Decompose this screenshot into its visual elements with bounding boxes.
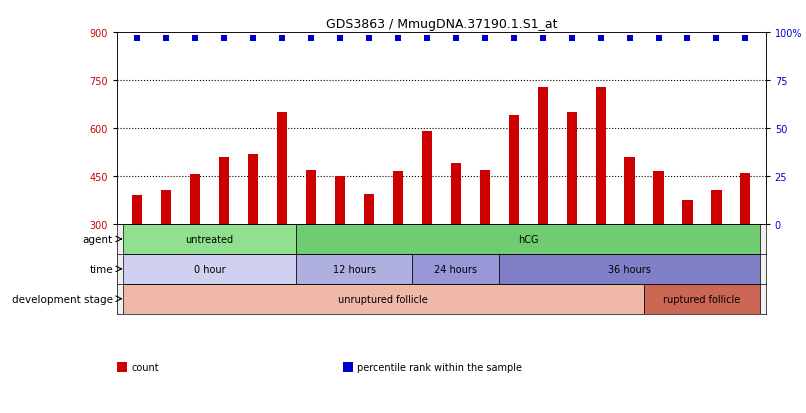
- Bar: [393, 172, 403, 225]
- Bar: [596, 87, 605, 225]
- Bar: [219, 157, 229, 225]
- Bar: [499, 254, 760, 284]
- Text: percentile rank within the sample: percentile rank within the sample: [357, 363, 522, 373]
- Bar: [644, 284, 760, 314]
- Bar: [248, 154, 258, 225]
- Bar: [305, 170, 316, 225]
- Bar: [334, 177, 345, 225]
- Text: 36 hours: 36 hours: [608, 264, 651, 274]
- Text: development stage: development stage: [12, 294, 113, 304]
- Text: time: time: [89, 264, 113, 274]
- Text: 0 hour: 0 hour: [193, 264, 226, 274]
- Bar: [123, 284, 644, 314]
- Bar: [509, 116, 519, 225]
- Bar: [625, 157, 634, 225]
- Text: untreated: untreated: [185, 235, 234, 244]
- Text: agent: agent: [83, 235, 113, 244]
- Bar: [364, 194, 374, 225]
- Bar: [741, 173, 750, 225]
- Bar: [132, 196, 142, 225]
- Bar: [712, 191, 721, 225]
- Bar: [190, 175, 200, 225]
- Bar: [451, 164, 461, 225]
- Bar: [480, 170, 490, 225]
- Bar: [683, 201, 692, 225]
- Text: ruptured follicle: ruptured follicle: [663, 294, 741, 304]
- Text: hCG: hCG: [518, 235, 538, 244]
- Bar: [297, 254, 413, 284]
- Title: GDS3863 / MmugDNA.37190.1.S1_at: GDS3863 / MmugDNA.37190.1.S1_at: [326, 17, 557, 31]
- Text: 24 hours: 24 hours: [434, 264, 477, 274]
- Text: unruptured follicle: unruptured follicle: [339, 294, 428, 304]
- Bar: [123, 254, 297, 284]
- Bar: [277, 113, 287, 225]
- Bar: [297, 225, 760, 254]
- Bar: [567, 113, 577, 225]
- Text: 12 hours: 12 hours: [333, 264, 376, 274]
- Bar: [161, 191, 171, 225]
- Bar: [422, 132, 432, 225]
- Bar: [123, 225, 297, 254]
- Text: count: count: [131, 363, 159, 373]
- Bar: [654, 172, 663, 225]
- Bar: [413, 254, 499, 284]
- Bar: [538, 87, 548, 225]
